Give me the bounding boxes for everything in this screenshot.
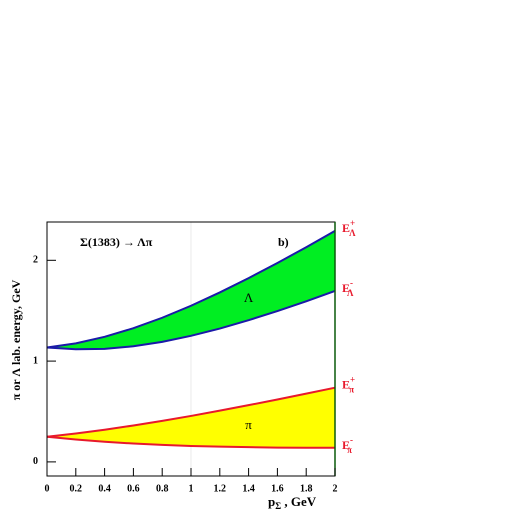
x-label-main: p (268, 494, 275, 509)
x-tick-label: 0.2 (70, 483, 83, 494)
x-tick-label: 0.6 (127, 483, 140, 494)
curve-upper (46, 386, 336, 438)
panel-label: b) (278, 235, 289, 249)
end-label-sup: + (350, 218, 355, 228)
end-label-sup: - (350, 435, 353, 445)
end-label: E+ π (342, 375, 355, 395)
x-tick-label: 0 (45, 483, 50, 494)
curve-lower (46, 290, 336, 351)
end-label-sub: π (347, 445, 352, 455)
end-label: E+ Λ (342, 218, 356, 238)
band-name: Λ (244, 290, 254, 305)
end-label-sub: Λ (347, 288, 354, 298)
annotation: Σ(1383) → Λπ (80, 235, 153, 249)
x-label-sub: Σ (275, 501, 281, 511)
y-tick-label: 1 (33, 355, 38, 366)
x-tick-label: 1.6 (271, 483, 284, 494)
x-tick-label: 1.8 (300, 483, 313, 494)
x-tick-label: 1.2 (214, 483, 227, 494)
curve-upper (46, 229, 336, 349)
x-tick-label: 0.8 (156, 483, 169, 494)
x-tick-label: 1 (189, 483, 194, 494)
end-label-sup: + (350, 375, 355, 385)
x-tick-label: 1.4 (242, 483, 255, 494)
x-tick-label: 0.4 (98, 483, 111, 494)
end-label-main: E (342, 281, 350, 295)
end-label: E-Λ (342, 278, 354, 298)
x-axis-label: pΣ , GeV (268, 494, 317, 511)
end-label-main: E (342, 438, 350, 452)
y-tick-label: 0 (33, 456, 38, 467)
end-label: E-π (342, 435, 353, 455)
end-label-sub: π (349, 385, 354, 395)
band-fill (47, 230, 335, 350)
curve-lower (46, 435, 335, 449)
y-tick-label: 2 (33, 255, 38, 266)
y-axis-label: π or Λ lab. energy, GeV (9, 279, 23, 400)
band-name: π (245, 417, 252, 432)
end-label-sub: Λ (349, 228, 356, 238)
x-label-rest: , GeV (281, 494, 317, 509)
end-label-sup: - (350, 278, 353, 288)
end-label-main: E (342, 377, 350, 391)
end-label-main: E (342, 221, 350, 235)
x-tick-label: 2 (333, 483, 338, 494)
